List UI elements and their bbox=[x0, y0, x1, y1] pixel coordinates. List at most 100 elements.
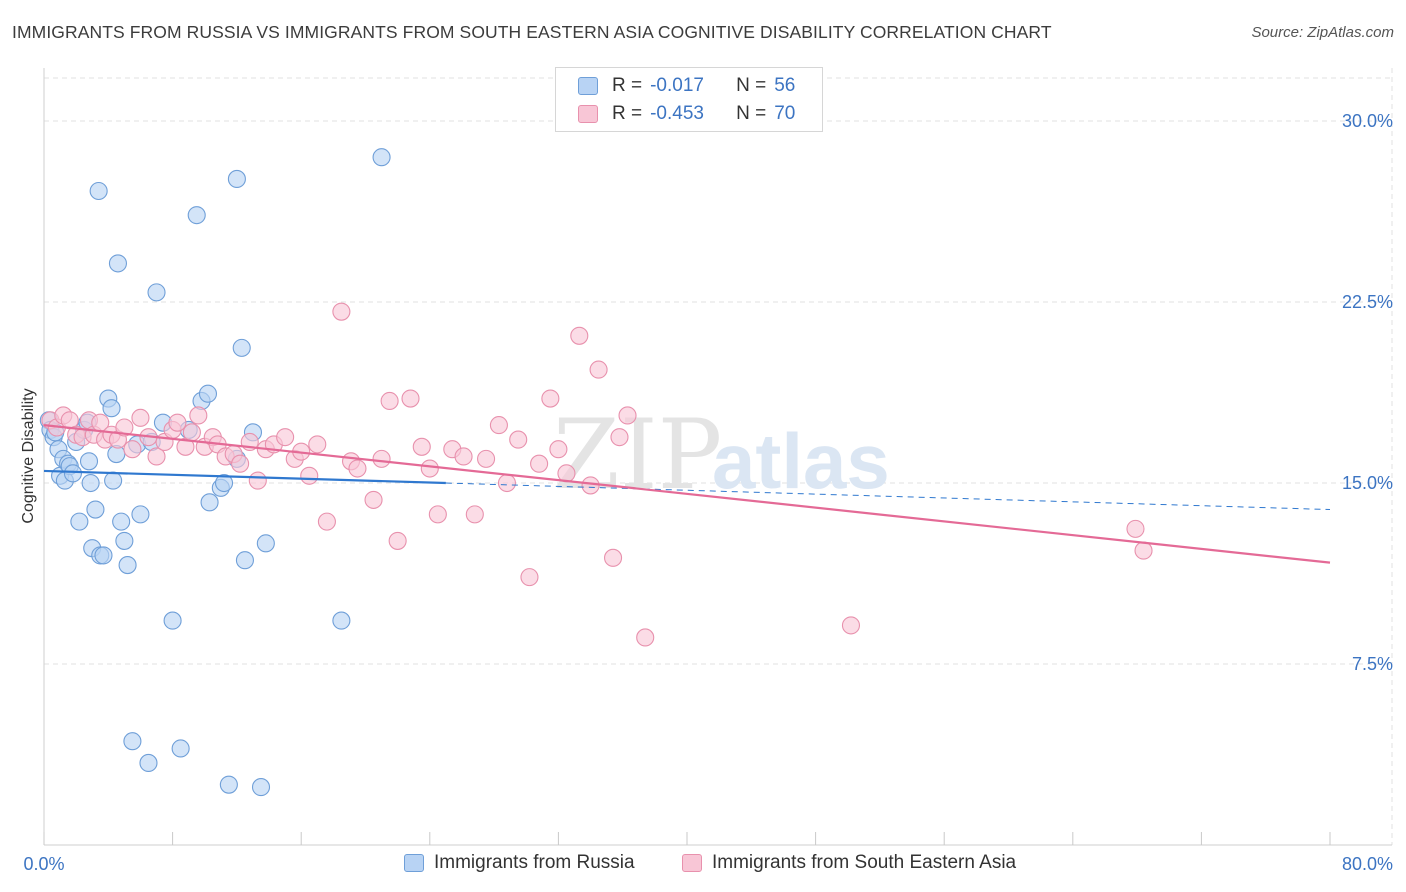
bottom-russia-label: Immigrants from Russia bbox=[434, 852, 635, 873]
russia-swatch bbox=[578, 77, 598, 95]
sea-point-44 bbox=[380, 391, 399, 411]
russia-point-52 bbox=[251, 778, 271, 797]
sea-point-69 bbox=[841, 616, 861, 635]
sea-point-39 bbox=[332, 302, 351, 321]
russia-point-18 bbox=[86, 500, 105, 519]
russia-point-53 bbox=[332, 611, 351, 630]
sea-point-47 bbox=[412, 437, 431, 456]
y-tick-labels: 7.5% 15.0% 22.5% 30.0% bbox=[1342, 111, 1393, 674]
sea-point-48 bbox=[420, 459, 439, 478]
sea-n-value: 70 bbox=[774, 103, 796, 124]
russia-point-47 bbox=[232, 338, 251, 357]
watermark-atlas: atlas bbox=[712, 417, 890, 505]
series-sea bbox=[41, 302, 1153, 647]
russia-point-10 bbox=[63, 464, 82, 483]
watermark-zip: ZIP bbox=[553, 399, 722, 511]
russia-point-19 bbox=[89, 181, 108, 201]
sea-point-22 bbox=[189, 406, 208, 425]
sea-point-64 bbox=[589, 360, 608, 379]
sea-point-12 bbox=[115, 418, 134, 437]
russia-trend-extension bbox=[445, 482, 1331, 511]
source-label: Source: ZipAtlas.com bbox=[1251, 24, 1394, 41]
russia-point-42 bbox=[198, 384, 218, 403]
sea-point-63 bbox=[581, 476, 600, 495]
sea-point-65 bbox=[604, 548, 623, 567]
y-tick-label-0: 7.5% bbox=[1352, 654, 1393, 674]
sea-point-21 bbox=[182, 423, 201, 442]
sea-point-53 bbox=[477, 449, 496, 468]
sea-point-71 bbox=[1134, 541, 1153, 560]
bottom-legend-russia: Immigrants from Russia bbox=[404, 852, 635, 874]
sea-point-67 bbox=[618, 406, 637, 425]
sea-trend-line bbox=[43, 424, 1331, 564]
sea-point-30 bbox=[248, 471, 267, 490]
sea-point-66 bbox=[610, 428, 629, 447]
legend-row-russia: R = -0.017 N = 56 bbox=[578, 73, 795, 99]
russia-point-51 bbox=[219, 775, 238, 794]
sea-point-56 bbox=[509, 430, 528, 449]
russia-point-26 bbox=[108, 254, 127, 273]
sea-point-62 bbox=[570, 326, 589, 345]
legend-row-sea: R = -0.453 N = 70 bbox=[578, 101, 795, 127]
bottom-legend-sea: Immigrants from South Eastern Asia bbox=[682, 852, 1016, 874]
russia-point-23 bbox=[102, 399, 121, 418]
sea-point-38 bbox=[317, 512, 336, 531]
russia-point-48 bbox=[235, 551, 254, 570]
y-tick-label-1: 15.0% bbox=[1342, 473, 1393, 493]
russia-r-label: R = bbox=[612, 75, 643, 96]
russia-point-16 bbox=[81, 473, 100, 493]
russia-r-value: -0.017 bbox=[650, 75, 704, 96]
russia-point-30 bbox=[123, 732, 142, 751]
sea-swatch bbox=[578, 105, 598, 123]
sea-n-label: N = bbox=[736, 103, 767, 124]
russia-point-15 bbox=[79, 452, 99, 471]
russia-point-38 bbox=[171, 739, 190, 758]
russia-point-32 bbox=[131, 505, 150, 524]
bottom-sea-label: Immigrants from South Eastern Asia bbox=[712, 852, 1017, 873]
russia-point-46 bbox=[227, 169, 246, 188]
sea-point-13 bbox=[123, 440, 142, 459]
russia-point-28 bbox=[115, 531, 134, 550]
russia-point-21 bbox=[94, 546, 113, 565]
gridlines bbox=[44, 68, 1393, 845]
russia-point-43 bbox=[200, 493, 219, 512]
sea-r-label: R = bbox=[612, 103, 643, 124]
russia-point-24 bbox=[104, 471, 123, 490]
sea-point-51 bbox=[454, 447, 473, 466]
russia-point-37 bbox=[163, 611, 182, 630]
russia-point-40 bbox=[187, 206, 206, 225]
sea-point-19 bbox=[168, 413, 187, 432]
trend-lines bbox=[43, 424, 1331, 564]
sea-point-41 bbox=[348, 459, 367, 478]
sea-r-value: -0.453 bbox=[650, 103, 704, 124]
russia-point-35 bbox=[147, 283, 166, 302]
sea-point-16 bbox=[147, 447, 166, 466]
sea-point-57 bbox=[520, 568, 539, 587]
bottom-russia-swatch bbox=[404, 854, 424, 872]
sea-point-46 bbox=[401, 389, 420, 408]
sea-point-59 bbox=[541, 389, 560, 408]
sea-point-52 bbox=[465, 505, 484, 524]
bottom-sea-swatch bbox=[682, 854, 702, 872]
stats-legend: R = -0.017 N = 56 R = -0.453 N = 70 bbox=[555, 67, 823, 132]
sea-point-43 bbox=[372, 449, 391, 468]
sea-point-70 bbox=[1126, 519, 1145, 538]
russia-n-label: N = bbox=[736, 75, 767, 96]
y-axis-label: Cognitive Disability bbox=[20, 388, 37, 523]
sea-point-33 bbox=[276, 428, 295, 447]
x-tick-labels: 0.0% 80.0% bbox=[23, 854, 1393, 874]
y-tick-label-3: 30.0% bbox=[1342, 111, 1393, 131]
sea-point-42 bbox=[364, 490, 383, 509]
y-tick-label-2: 22.5% bbox=[1342, 292, 1393, 312]
sea-point-36 bbox=[300, 466, 319, 485]
sea-point-55 bbox=[497, 473, 517, 493]
sea-point-45 bbox=[388, 531, 407, 550]
russia-n-value: 56 bbox=[774, 75, 796, 96]
axes bbox=[43, 68, 1392, 846]
russia-point-33 bbox=[139, 753, 158, 772]
russia-point-29 bbox=[118, 556, 137, 575]
sea-point-68 bbox=[636, 628, 655, 647]
sea-point-58 bbox=[530, 454, 549, 473]
watermark: ZIP atlas bbox=[553, 399, 890, 511]
